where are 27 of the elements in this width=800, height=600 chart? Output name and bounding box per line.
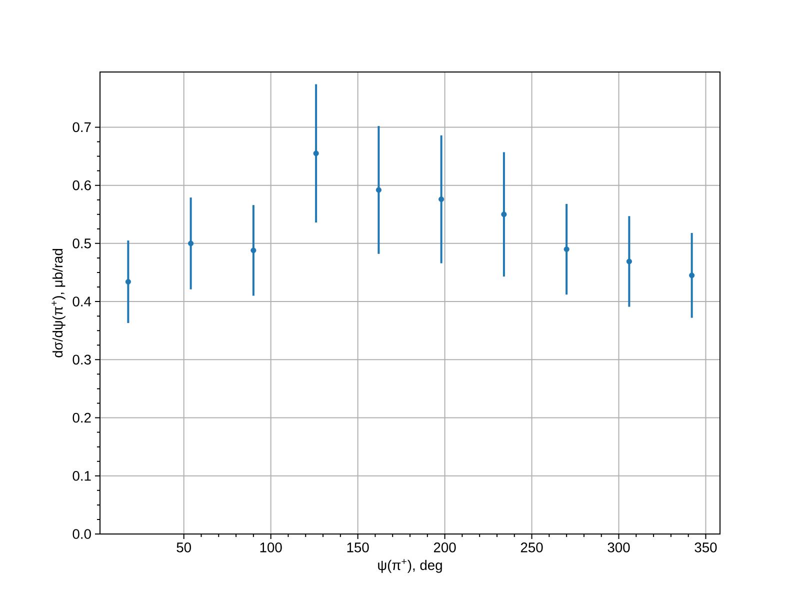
y-tick-label: 0.4 [72, 296, 92, 306]
point [313, 150, 319, 156]
y-tick-label: 0.3 [72, 354, 91, 365]
y-tick-label: 0.7 [72, 122, 91, 132]
point [125, 278, 131, 285]
point [188, 240, 194, 246]
y-tick-label: 0.5 [72, 238, 91, 248]
point [689, 272, 695, 278]
x-tick-label: 350 [694, 542, 717, 552]
y-tick-label: 0.6 [72, 180, 91, 190]
x-tick-label: 150 [347, 542, 369, 552]
x-tick-label: 200 [434, 542, 456, 552]
point [376, 187, 382, 193]
point [564, 246, 570, 252]
x-tick-label: 300 [608, 542, 630, 552]
point [626, 258, 632, 264]
x-tick-label: 50 [176, 542, 192, 552]
y-axis-title: dσ/dψ(π$^{+}$), μb/rad [52, 248, 66, 358]
x-tick-label: 250 [520, 542, 543, 552]
x-tick-label: 100 [260, 542, 282, 552]
y-tick-label: 0.1 [72, 470, 91, 481]
x-axis-title: ψ(π$^{+}$), deg [378, 559, 442, 573]
y-tick-label: 0.2 [72, 412, 91, 423]
point [438, 196, 444, 202]
point [250, 248, 256, 254]
y-tick-label: 0.0 [72, 529, 91, 539]
point [501, 212, 507, 218]
